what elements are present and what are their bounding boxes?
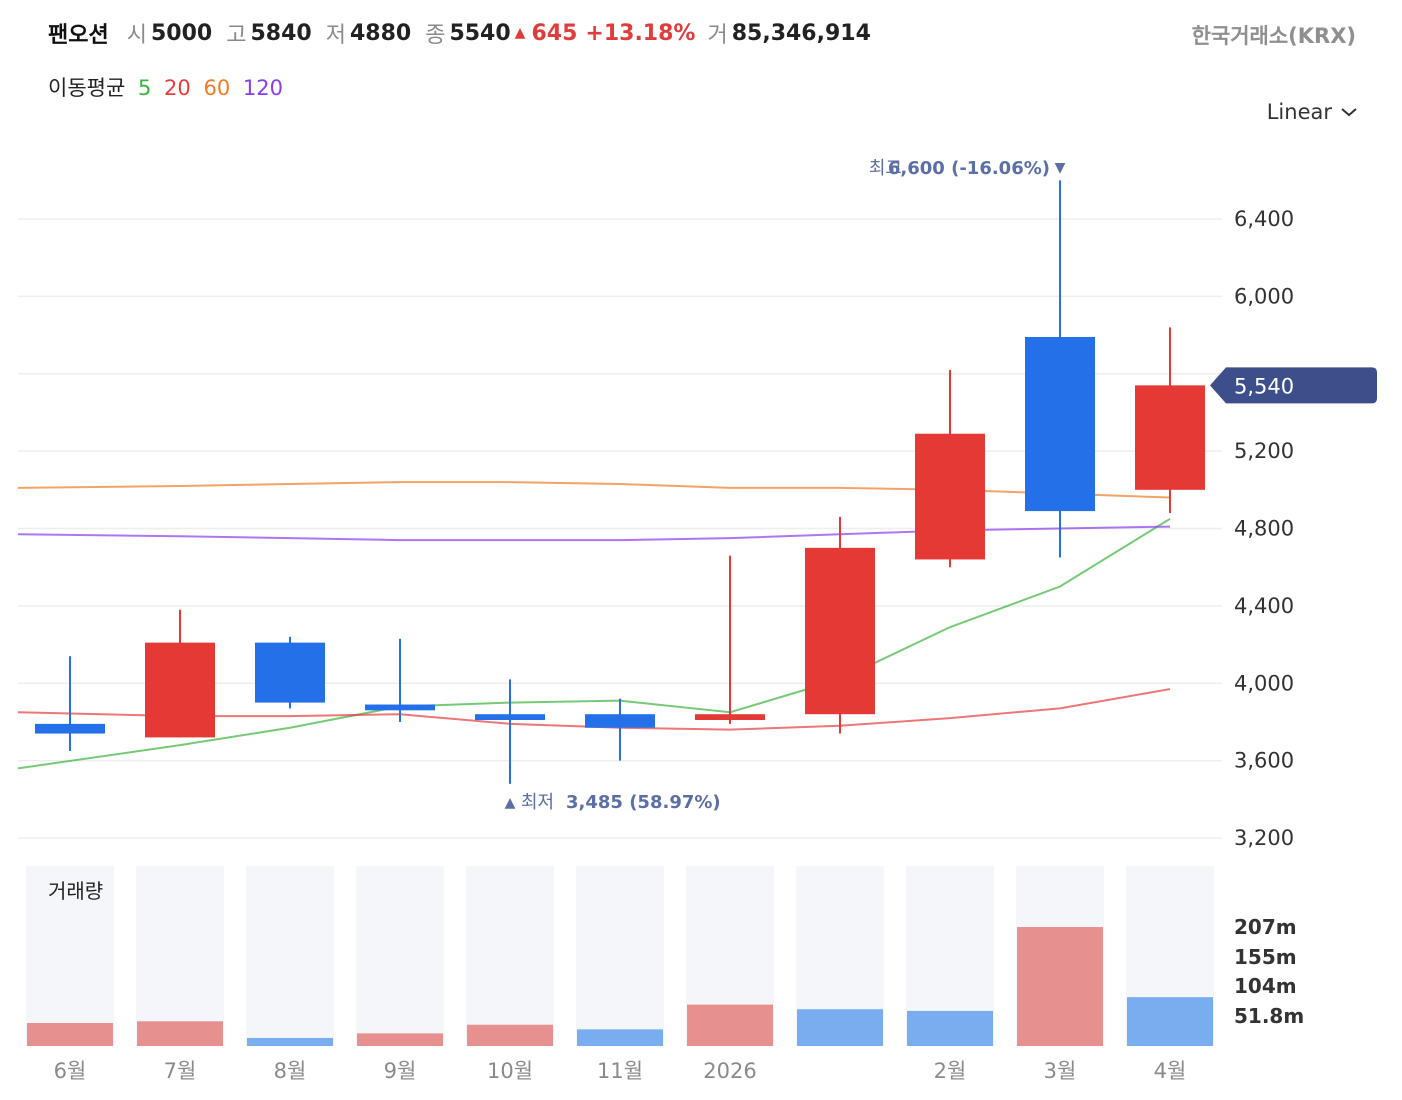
moving-average-label: 이동평균: [48, 76, 126, 100]
y-tick-label: 6,400: [1234, 207, 1294, 231]
scale-selector-label: Linear: [1266, 100, 1332, 124]
ma-60-toggle[interactable]: 60: [203, 76, 231, 100]
low-value: 4880: [349, 20, 412, 46]
volume-column-bg: [246, 866, 334, 1046]
volume-label: 거: [707, 23, 728, 48]
volume-tick-label: 207m: [1234, 915, 1297, 939]
high-annotation-value: 6,600 (-16.06%): [888, 158, 1050, 179]
x-tick-label: 3월: [1044, 1059, 1077, 1083]
y-tick-label: 3,200: [1234, 826, 1294, 850]
x-tick-label: 7월: [164, 1059, 197, 1083]
candle-body: [35, 723, 105, 734]
close-label: 종: [425, 23, 446, 48]
y-tick-label: 3,600: [1234, 749, 1294, 773]
current-price-tag: [1210, 367, 1377, 404]
high-marker-icon: ▼: [1055, 160, 1066, 176]
x-tick-label: 6월: [54, 1059, 87, 1083]
ma-5-toggle[interactable]: 5: [137, 76, 152, 100]
y-tick-label: 4,000: [1234, 671, 1294, 695]
candle-body: [805, 547, 875, 715]
candle-body: [585, 714, 655, 728]
x-tick-label: 11월: [597, 1059, 643, 1083]
change-percent: +13.18%: [585, 20, 696, 46]
candle-body: [915, 433, 985, 560]
candle-body: [695, 714, 765, 721]
candle-body: [365, 704, 435, 711]
y-tick-label: 5,200: [1234, 439, 1294, 463]
volume-bar: [137, 1021, 223, 1046]
open-value: 5000: [150, 20, 213, 46]
candle-body: [1135, 385, 1205, 490]
low-label: 저: [325, 23, 346, 48]
high-annotation-label: 최고: [869, 158, 902, 179]
volume-panel-label: 거래량: [48, 879, 103, 903]
volume-column-bg: [26, 866, 114, 1046]
volume-tick-label: 155m: [1234, 945, 1297, 969]
volume-bar: [467, 1024, 553, 1046]
candle-body: [1025, 336, 1095, 512]
moving-average-legend: 이동평균 5 20 60 120: [48, 72, 289, 102]
x-tick-label: 2월: [934, 1059, 967, 1083]
x-tick-label: 4월: [1154, 1059, 1187, 1083]
ma-120-line: [17, 525, 1171, 542]
volume-column-bg: [356, 866, 444, 1046]
scale-selector[interactable]: Linear: [1267, 100, 1358, 124]
exchange-label: 한국거래소(KRX): [1191, 24, 1356, 48]
volume-tick-label: 104m: [1234, 974, 1297, 998]
chevron-down-icon: [1341, 108, 1357, 117]
change-up-icon: ▲: [514, 25, 526, 41]
volume-column-bg: [136, 866, 224, 1046]
volume-value: 85,346,914: [731, 20, 871, 46]
x-tick-label: 8월: [274, 1059, 307, 1083]
volume-bar: [577, 1029, 663, 1046]
current-price-label: 5,540: [1234, 374, 1294, 398]
candle-body: [255, 642, 325, 703]
x-tick-label: 9월: [384, 1059, 417, 1083]
open-label: 시: [126, 23, 147, 48]
volume-column-bg: [466, 866, 554, 1046]
y-tick-label: 6,000: [1234, 284, 1294, 308]
volume-bar: [1127, 997, 1213, 1046]
high-label: 고: [226, 23, 247, 48]
x-tick-label: 10월: [487, 1059, 533, 1083]
y-tick-label: 4,800: [1234, 517, 1294, 541]
volume-tick-label: 51.8m: [1234, 1004, 1304, 1028]
volume-bar: [357, 1033, 443, 1046]
volume-bar: [27, 1023, 113, 1046]
low-marker-icon: ▲: [505, 795, 516, 811]
volume-bar: [1017, 927, 1103, 1046]
change-value: 645: [531, 20, 578, 46]
x-tick-label: 2026: [703, 1059, 756, 1083]
ma-120-toggle[interactable]: 120: [242, 76, 283, 100]
volume-bar: [687, 1004, 773, 1046]
volume-bar: [907, 1010, 993, 1046]
high-value: 5840: [250, 20, 312, 46]
volume-bar: [797, 1009, 883, 1046]
stock-header: 팬오션 시 5000 고 5840 저 4880 종 5540 ▲ 645 +1…: [48, 16, 885, 50]
low-annotation-value: 3,485 (58.97%): [566, 792, 721, 813]
y-tick-label: 4,400: [1234, 594, 1294, 618]
ma-60-line: [17, 481, 1171, 499]
stock-name: 팬오션: [48, 23, 109, 48]
low-annotation-label: 최저: [521, 792, 554, 813]
volume-bar: [247, 1037, 333, 1046]
volume-column-bg: [576, 866, 664, 1046]
close-value: 5540: [449, 20, 511, 46]
candle-body: [145, 642, 215, 738]
ma-20-toggle[interactable]: 20: [164, 76, 191, 100]
candle-body: [475, 714, 545, 721]
